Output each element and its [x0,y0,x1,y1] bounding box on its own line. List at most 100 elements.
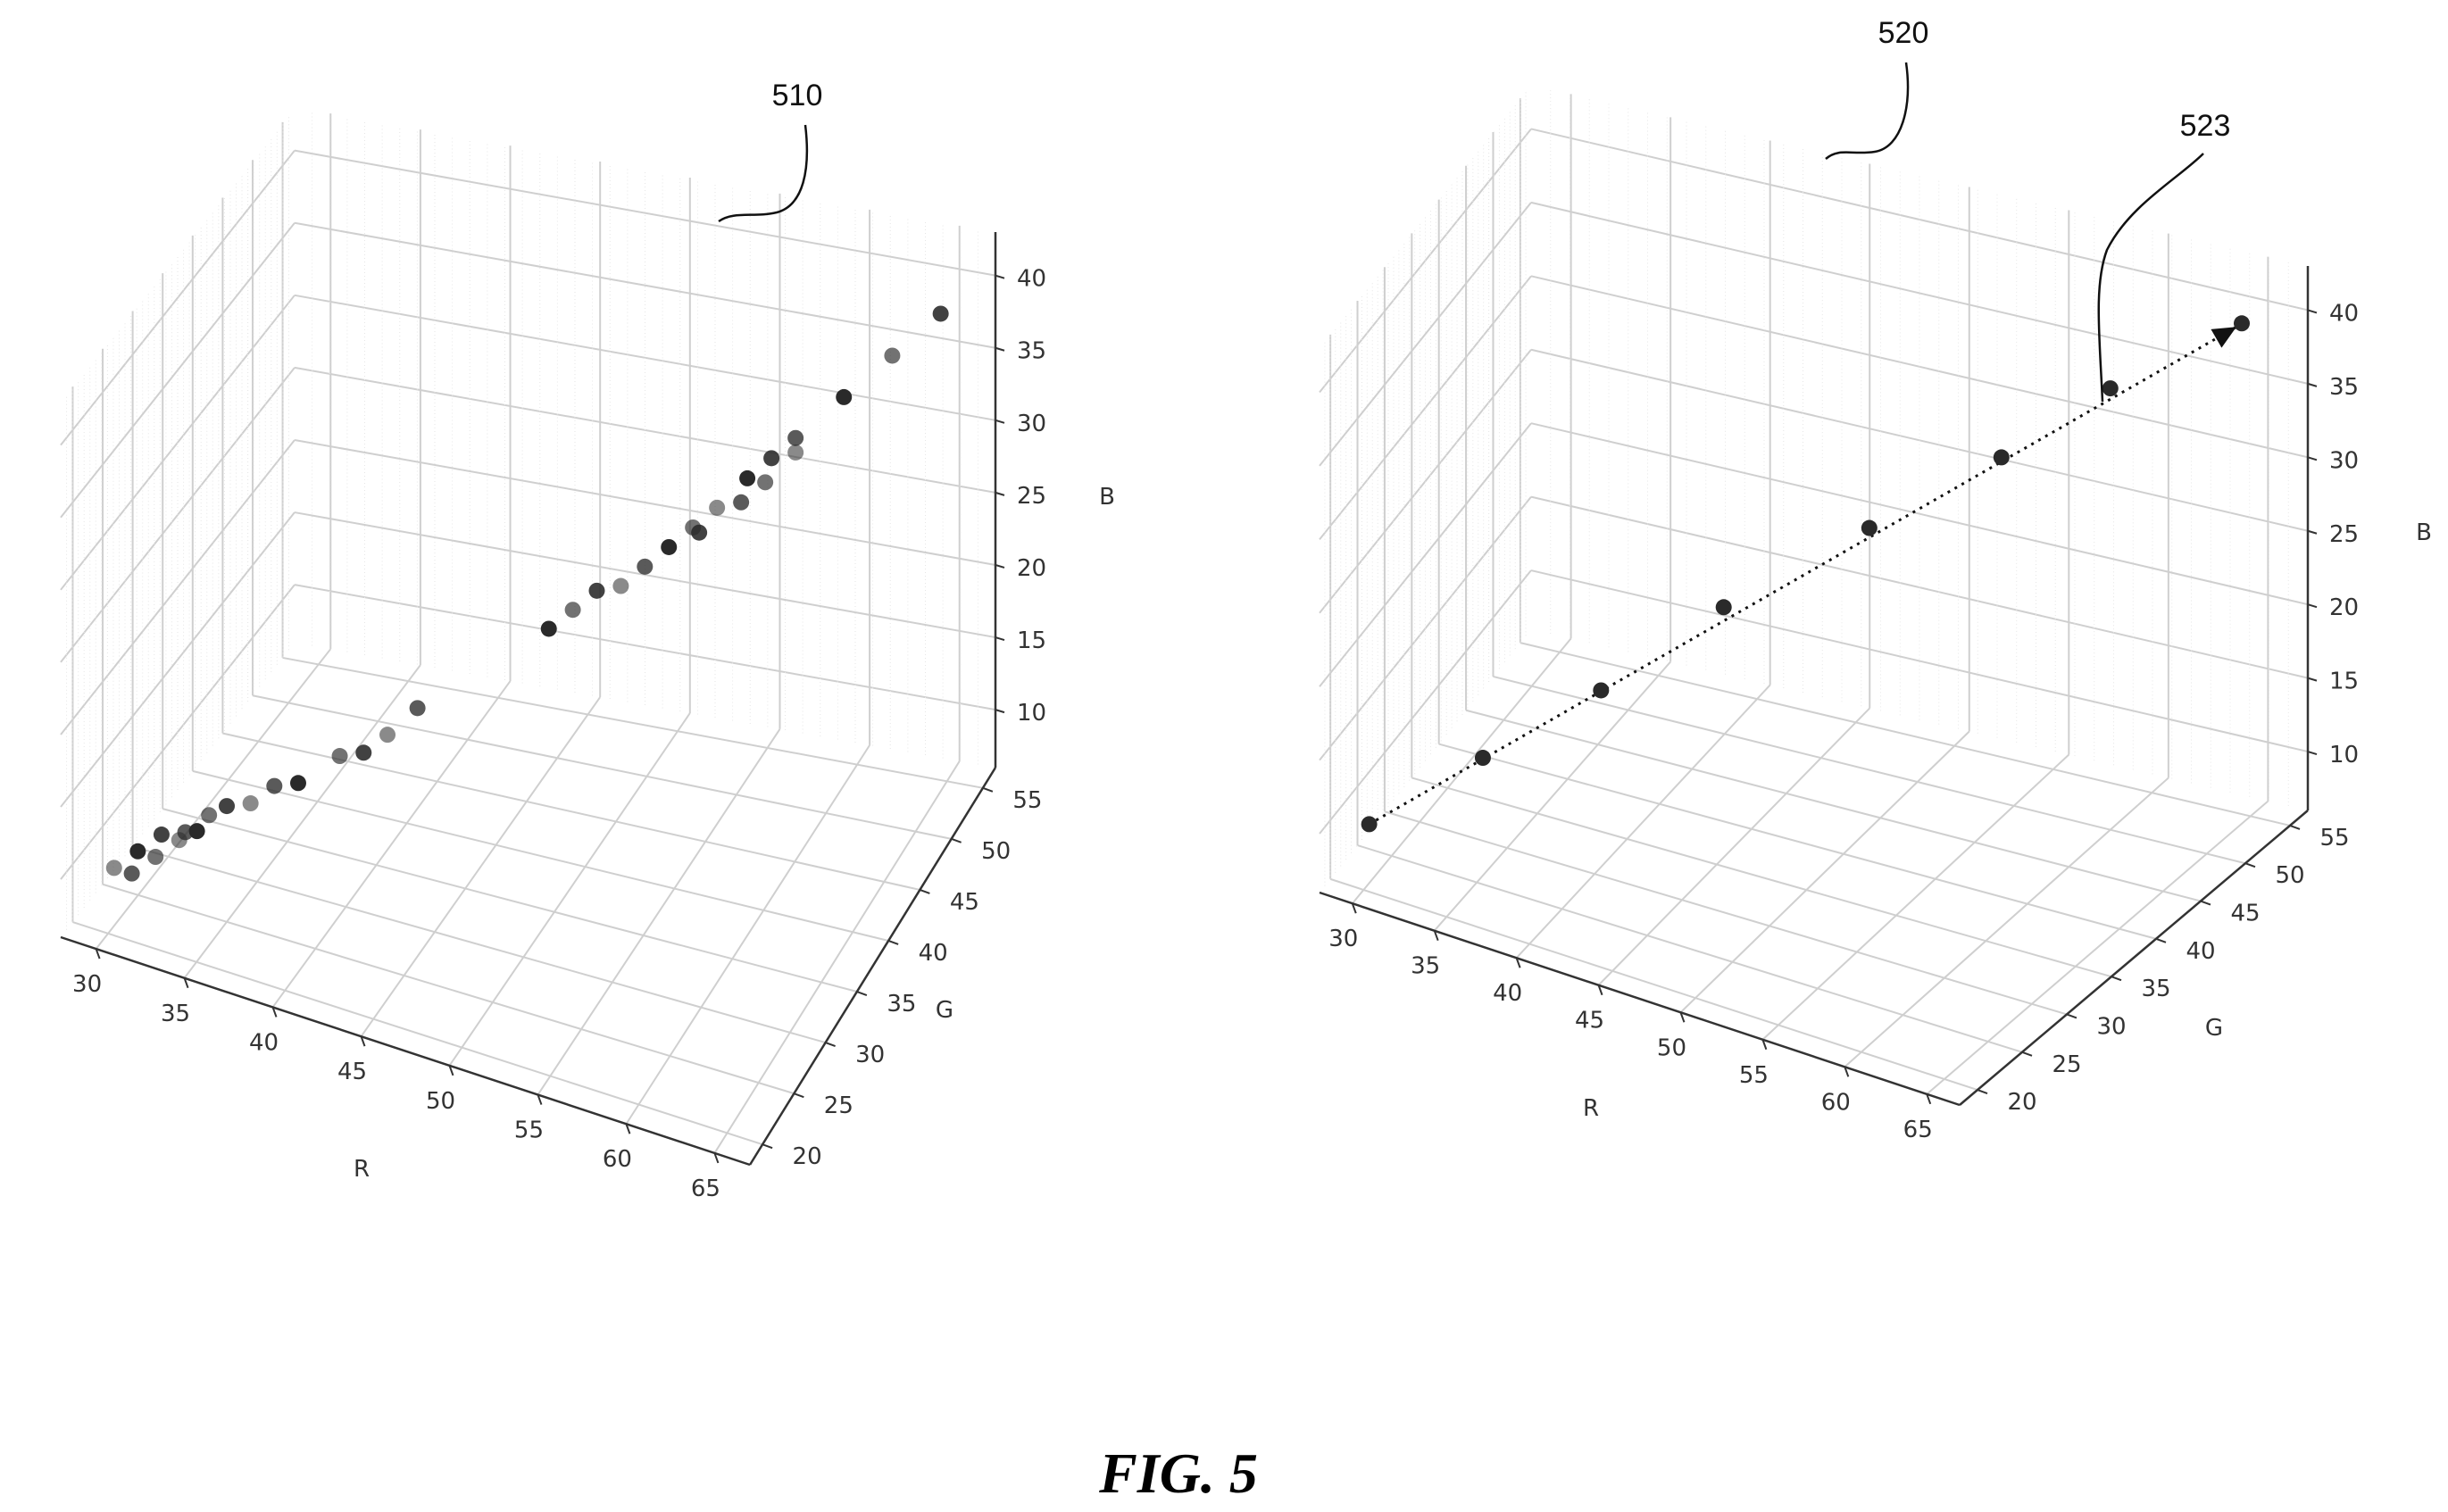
p1-b-tick-mark-20 [2307,603,2318,609]
p1-left-wall-hline-25 [1319,349,1532,614]
p1-back-wall-hline-25 [1530,348,2309,532]
p0-point-1 [123,865,140,882]
p1-r-axis-line [1319,891,1961,1107]
p1-back-wall-grid [1530,94,2309,802]
p0-r-tick-label-40: 40 [249,1029,279,1056]
p0-pane-texture [66,110,978,930]
p0-r-tick-mark-45 [360,1035,366,1047]
p0-point-12 [289,775,306,792]
p0-r-axis-line [60,935,751,1167]
p0-point-21 [637,558,654,575]
p0-floor-gridline-r-65 [713,760,961,1154]
p1-floor-gridline-g-35 [1411,777,2112,978]
p0-floor-grid [72,648,984,1154]
reference-520-group: 520 [1825,16,1929,160]
p1-r-tick-mark-40 [1515,957,1521,968]
reference-523-group: 523 [2097,109,2231,403]
p0-point-19 [588,582,605,599]
p1-g-tick-label-55: 55 [2319,825,2349,852]
p1-g-tick-label-35: 35 [2141,976,2170,1002]
p0-left-wall-hline-40 [60,150,296,446]
p0-point-25 [709,499,726,516]
p0-floor-gridline-g-50 [252,694,952,840]
p0-r-tick-label-50: 50 [426,1088,455,1115]
p1-point-5 [1993,449,2010,466]
p1-b-tick-label-25: 25 [2329,521,2359,548]
p1-axes: 30 35 40 45 50 55 60 65 20 25 30 35 40 45 50 55 10 15 20 25… [1319,266,2432,1143]
p1-g-tick-mark-25 [2021,1051,2033,1057]
p0-r-tick-mark-65 [713,1152,720,1164]
p0-back-wall-hline-15 [294,511,996,639]
p0-point-8 [201,807,218,824]
p1-back-wall-hline-30 [1530,275,2309,459]
p0-point-15 [379,727,396,744]
p1-b-tick-label-20: 20 [2329,594,2359,621]
reference-numeral-520: 520 [1878,16,1929,50]
p0-b-tick-label-10: 10 [1017,700,1046,727]
p0-b-tick-label-35: 35 [1017,338,1046,365]
p0-g-axis-label: G [936,997,953,1024]
p0-point-2 [129,843,146,860]
reference-510-group: 510 [718,79,823,223]
p0-left-wall-hline-20 [60,439,296,735]
p0-floor-gridline-r-40 [271,680,512,1009]
p0-back-wall-hline-40 [294,149,996,277]
p1-floor-gridline-g-45 [1465,709,2202,902]
p1-trend-line [1368,325,2237,826]
p0-point-18 [564,602,581,619]
p1-g-tick-label-50: 50 [2275,862,2304,889]
p0-g-tick-label-40: 40 [919,940,948,967]
p1-r-tick-mark-60 [1844,1066,1850,1077]
p1-g-tick-mark-55 [2289,824,2301,830]
p1-r-tick-mark-45 [1597,984,1603,996]
p1-back-wall-hline-20 [1530,422,2309,606]
p1-b-tick-mark-25 [2307,529,2318,535]
p1-r-tick-mark-65 [1926,1093,1932,1105]
p0-point-26 [733,494,750,511]
p1-b-tick-label-10: 10 [2329,742,2359,768]
p0-r-tick-mark-50 [448,1065,454,1076]
p1-floor-gridline-r-60 [1844,777,2169,1068]
p1-left-wall-hline-20 [1319,422,1532,687]
p1-r-tick-mark-50 [1679,1011,1686,1023]
p1-r-tick-mark-55 [1761,1039,1768,1051]
p1-floor-gridline-r-45 [1597,707,1870,986]
p0-floor-gridline-r-55 [537,728,781,1096]
reference-numeral-523: 523 [2180,109,2231,143]
p1-r-tick-mark-35 [1433,930,1439,942]
p0-g-tick-label-35: 35 [887,991,916,1018]
leader-line-520 [1825,62,1910,160]
p0-r-tick-mark-40 [271,1007,278,1018]
leader-line-523 [2097,153,2204,403]
p1-g-axis-line [1959,810,2309,1106]
p0-point-31 [787,429,804,446]
figure-caption: FIG. 5 [1098,1441,1258,1505]
p0-g-axis-line [748,767,997,1166]
p1-data-points [1361,315,2250,833]
p1-g-axis-label: G [2205,1015,2223,1042]
p1-b-tick-mark-35 [2307,382,2318,387]
p1-floor-grid [1329,637,2291,1095]
p1-floor-gridline-g-20 [1329,877,1978,1092]
p0-r-tick-label-45: 45 [337,1059,367,1085]
p0-r-tick-mark-60 [625,1123,631,1134]
p0-g-tick-mark-55 [982,786,994,793]
p0-point-29 [763,450,780,467]
p0-b-tick-label-30: 30 [1017,411,1046,437]
p0-r-tick-label-60: 60 [603,1146,632,1173]
p0-axes: 3035404550556065202530354045505510152025… [60,232,1115,1202]
p0-point-10 [242,795,259,812]
p1-left-wall-grid [1319,98,1532,879]
p0-point-3 [147,849,164,866]
p1-b-tick-mark-10 [2307,751,2318,756]
leader-line-510 [718,124,809,223]
p0-g-tick-mark-50 [951,837,962,843]
p1-b-tick-mark-40 [2307,309,2318,314]
p0-point-16 [409,700,426,717]
reference-numeral-510: 510 [772,79,823,112]
p0-b-tick-mark-40 [995,274,1005,279]
p0-b-axis-label: B [1099,484,1115,511]
p1-floor-gridline-r-40 [1515,684,1771,959]
p0-floor-gridline-r-60 [625,744,870,1125]
